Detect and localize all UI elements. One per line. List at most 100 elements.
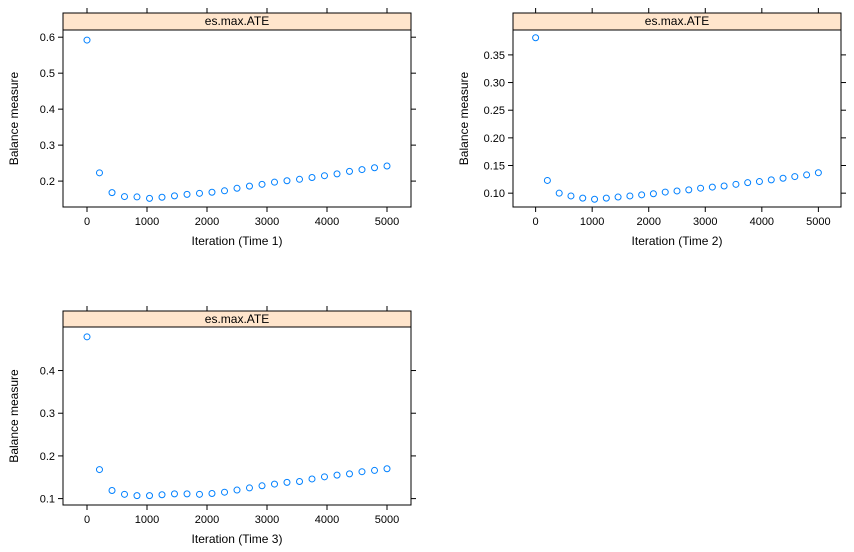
x-tick-label: 5000 [375,514,399,526]
data-point [208,188,216,196]
data-point [108,189,116,197]
data-point [358,468,366,476]
data-point [532,34,540,42]
data-point [803,171,811,179]
data-point [146,194,154,202]
data-point [555,189,563,197]
data-point [383,465,391,473]
x-tick-label: 4000 [750,216,774,228]
data-point [170,192,178,200]
x-tick-label: 2000 [195,216,219,228]
y-tick-label: 0.35 [484,50,505,62]
data-point [744,179,752,187]
data-point [814,169,822,177]
y-tick-label: 0.10 [484,188,505,200]
data-point [320,172,328,180]
y-axis-label: Balance measure [7,369,21,463]
y-tick-label: 0.3 [40,408,55,420]
data-point [638,191,646,199]
y-axis-label: Balance measure [7,71,21,165]
data-point [543,176,551,184]
y-tick-label: 0.5 [40,68,55,80]
data-point [208,489,216,497]
data-point [245,484,253,492]
data-point [158,491,166,499]
data-point [333,170,341,178]
data-point [791,173,799,181]
x-tick-label: 0 [84,216,90,228]
y-tick-label: 0.30 [484,78,505,90]
data-point [579,194,587,202]
x-tick-label: 2000 [636,216,660,228]
plot-frame [62,29,412,208]
data-point [602,194,610,202]
data-point [183,490,191,498]
strip-label: es.max.ATE [205,312,269,326]
x-tick-label: 3000 [255,514,279,526]
data-point [320,473,328,481]
data-point [685,186,693,194]
data-point [108,486,116,494]
data-point [133,193,141,201]
data-point [95,466,103,474]
data-point [732,180,740,188]
data-point [626,192,634,200]
panel-time-3: es.max.ATE 0 1000 2000 3000 4000 5000 0.1 0.2 0.3… [7,306,416,546]
plot-frame [62,326,412,506]
strip-label: es.max.ATE [645,14,709,28]
data-point [591,195,599,203]
x-tick-label: 5000 [375,216,399,228]
y-tick-label: 0.25 [484,105,505,117]
x-tick-label: 1000 [135,216,159,228]
data-point [283,177,291,185]
data-point [661,188,669,196]
y-tick-label: 0.4 [40,366,55,378]
data-point [296,478,304,486]
data-point [271,178,278,186]
plot-frame [512,29,842,208]
data-point [767,176,775,184]
x-axis-label: Iteration (Time 2) [632,234,723,248]
data-point [697,184,705,192]
strip-label: es.max.ATE [205,14,269,28]
data-point [308,174,316,181]
x-tick-label: 3000 [693,216,717,228]
data-point [283,478,291,486]
data-point [158,193,166,201]
x-tick-label: 4000 [315,514,339,526]
y-tick-label: 0.20 [484,133,505,145]
x-tick-label: 1000 [580,216,604,228]
x-tick-label: 5000 [806,216,830,228]
data-point [233,486,241,494]
panel-time-1: es.max.ATE 0 1000 2000 3000 4000 5000 0.2 0.3 0.4… [7,8,416,248]
y-axis-label: Balance measure [457,71,471,165]
data-point [346,470,353,478]
data-point [196,490,203,498]
data-point [614,193,622,201]
data-point [649,190,657,198]
y-tick-label: 0.3 [40,140,55,152]
data-point [83,36,91,44]
data-point [333,471,341,479]
data-point [133,492,141,500]
y-tick-label: 0.2 [40,451,55,463]
data-point [83,333,91,341]
data-point [296,175,304,183]
data-point [358,166,366,174]
data-point [755,178,763,186]
x-tick-label: 0 [533,216,539,228]
x-tick-label: 1000 [135,514,159,526]
y-tick-label: 0.2 [40,176,55,188]
data-point [121,193,128,201]
x-tick-label: 3000 [255,216,279,228]
data-point [146,492,154,500]
data-point [121,490,128,498]
data-point [708,183,716,191]
data-point [308,475,316,483]
data-point [346,167,353,175]
data-point [233,184,241,192]
data-point [221,488,229,496]
data-point [720,182,728,190]
data-point [271,480,278,488]
